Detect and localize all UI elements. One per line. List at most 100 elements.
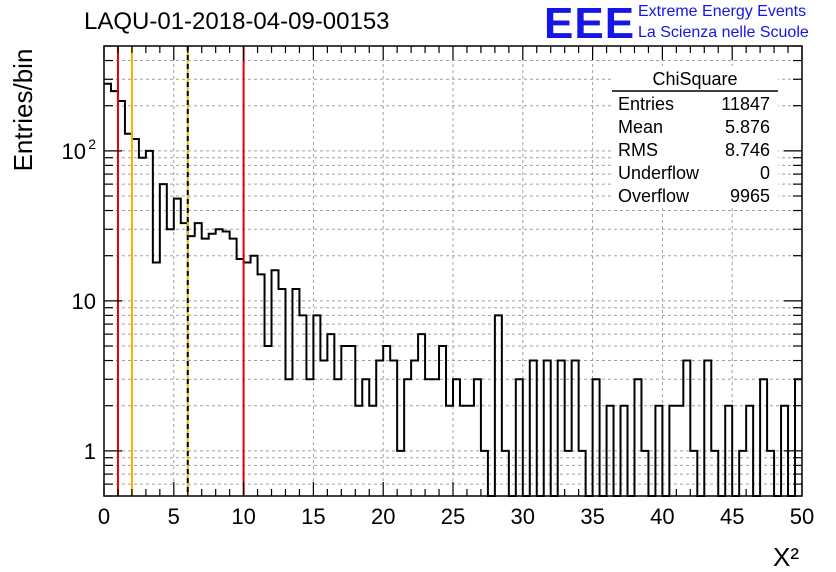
histogram-bin — [279, 289, 286, 496]
histogram-bin — [327, 334, 334, 496]
histogram-bin — [209, 234, 216, 496]
x-tick-label: 15 — [301, 504, 325, 529]
histogram-bin — [432, 379, 439, 496]
histogram-bin — [118, 101, 125, 496]
stats-label: Mean — [618, 117, 663, 137]
histogram-bin — [474, 379, 481, 496]
histogram-bin — [565, 451, 572, 496]
histogram-bin — [111, 91, 118, 496]
histogram-bin — [265, 346, 272, 496]
histogram-bin — [760, 379, 767, 496]
x-tick-label: 25 — [441, 504, 465, 529]
histogram-bins — [104, 82, 802, 497]
histogram-bin — [390, 361, 397, 496]
histogram-bin — [453, 379, 460, 496]
histogram-bin — [348, 346, 355, 496]
x-tick-label: 20 — [371, 504, 395, 529]
histogram-bin — [795, 379, 802, 496]
y-tick-label: 10 — [72, 289, 96, 314]
histogram-bin — [481, 451, 488, 496]
stats-background — [612, 66, 778, 206]
histogram-bin — [704, 361, 711, 496]
histogram-bin — [634, 379, 641, 496]
histogram-bin — [621, 406, 628, 496]
histogram-bin — [607, 406, 614, 496]
histogram-bin — [641, 451, 648, 496]
logo-subtitle-1: Extreme Energy Events — [638, 3, 807, 20]
x-tick-label: 0 — [98, 504, 110, 529]
stats-value: 8.746 — [725, 140, 770, 160]
histogram-bin — [579, 451, 586, 496]
x-tick-label: 10 — [231, 504, 255, 529]
histogram-bin — [223, 231, 230, 496]
x-tick-label: 50 — [790, 504, 814, 529]
histogram-bin — [411, 361, 418, 496]
histogram-bin — [467, 406, 474, 496]
histogram-bin — [195, 223, 202, 496]
histogram-bin — [558, 361, 565, 496]
histogram-bin — [418, 334, 425, 496]
histogram-bin — [446, 406, 453, 496]
histogram-bin — [146, 151, 153, 496]
x-tick-label: 35 — [580, 504, 604, 529]
histogram-bin — [167, 229, 174, 496]
stats-box: ChiSquare Entries 11847 Mean 5.876 RMS 8.746 Un… — [612, 66, 778, 206]
histogram-bin — [711, 451, 718, 496]
histogram-bin — [669, 406, 676, 496]
histogram-bin — [104, 84, 111, 496]
histogram-bin — [739, 451, 746, 496]
histogram-bin — [655, 406, 662, 496]
histogram-bin — [690, 451, 697, 496]
x-tick-label: 45 — [720, 504, 744, 529]
histogram-bin — [383, 346, 390, 496]
histogram-bin — [188, 236, 195, 496]
x-axis-label: X² — [773, 542, 799, 572]
histogram-bin — [320, 361, 327, 496]
histogram-bin — [502, 451, 509, 496]
histogram-bin — [202, 239, 209, 496]
histogram-bin — [362, 379, 369, 496]
x-tick-label: 5 — [168, 504, 180, 529]
stats-value: 5.876 — [725, 117, 770, 137]
histogram-bin — [516, 379, 523, 496]
histogram-bin — [676, 406, 683, 496]
y-tick-label: 1 — [84, 439, 96, 464]
histogram-bin — [683, 361, 690, 496]
histogram-bin — [593, 379, 600, 496]
x-tick-label: 30 — [511, 504, 535, 529]
histogram-bin — [125, 134, 132, 496]
stats-value: 9965 — [730, 186, 770, 206]
histogram-bin — [767, 451, 774, 496]
stats-title: ChiSquare — [652, 69, 737, 89]
histogram-bin — [544, 361, 551, 496]
marker-lines — [116, 46, 245, 496]
x-tick-label: 40 — [650, 504, 674, 529]
histogram-bin — [251, 256, 258, 496]
histogram-bin — [230, 239, 237, 496]
histogram-bin — [376, 361, 383, 496]
y-tick-exponent: 2 — [88, 136, 96, 152]
histogram-bin — [313, 315, 320, 496]
histogram-bin — [341, 346, 348, 496]
histogram-bin — [404, 379, 411, 496]
histogram-bin — [160, 184, 167, 496]
histogram-bin — [572, 361, 579, 496]
logo-subtitle-2: La Scienza nelle Scuole — [638, 24, 809, 41]
histogram-bin — [439, 346, 446, 496]
histogram-bin — [460, 406, 467, 496]
histogram-bin — [397, 451, 404, 496]
histogram-bin — [299, 315, 306, 496]
stats-value: 11847 — [721, 94, 770, 114]
histogram-bin — [174, 199, 181, 496]
histogram-bin — [237, 259, 244, 496]
stats-value: 0 — [760, 163, 770, 183]
histogram-bin — [153, 263, 160, 496]
histogram-bin — [181, 223, 188, 496]
histogram-outline — [104, 82, 802, 497]
histogram-bin — [285, 379, 292, 496]
histogram-bin — [272, 270, 279, 496]
histogram-bin — [258, 274, 265, 496]
histogram-bin — [425, 379, 432, 496]
